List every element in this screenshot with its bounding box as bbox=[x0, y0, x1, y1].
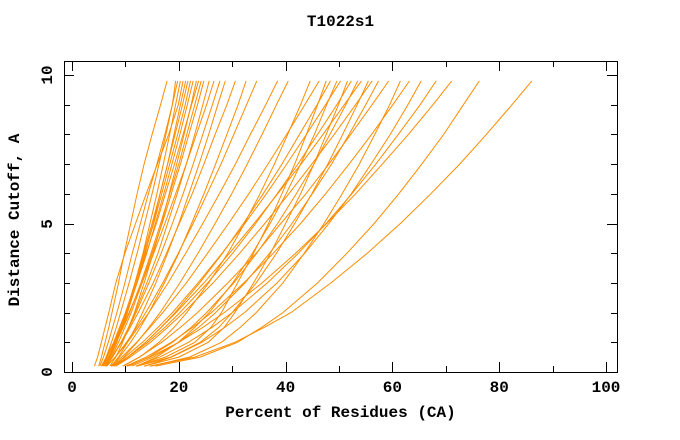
chart-title: T1022s1 bbox=[306, 13, 375, 31]
model-curve bbox=[126, 80, 453, 367]
model-curve bbox=[115, 80, 373, 367]
model-curve bbox=[112, 80, 352, 367]
model-curve bbox=[122, 80, 390, 367]
x-tick-label: 40 bbox=[275, 379, 296, 397]
model-curve bbox=[99, 80, 177, 367]
y-tick-label: 0 bbox=[39, 367, 57, 377]
x-tick-label: 60 bbox=[382, 379, 402, 397]
model-curve bbox=[136, 80, 369, 367]
x-tick-label: 100 bbox=[591, 379, 621, 397]
model-curve bbox=[105, 80, 181, 367]
model-curve bbox=[135, 80, 437, 367]
model-curve bbox=[93, 80, 184, 367]
model-curve bbox=[150, 80, 401, 367]
model-curve bbox=[155, 80, 480, 367]
model-curve bbox=[115, 80, 362, 367]
model-curve bbox=[104, 80, 236, 367]
x-tick-label: 80 bbox=[489, 379, 509, 397]
model-curve bbox=[125, 80, 410, 367]
model-curve bbox=[104, 80, 187, 367]
model-curve bbox=[111, 80, 342, 367]
y-tick-label: 5 bbox=[39, 218, 57, 229]
model-curve bbox=[106, 80, 279, 367]
model-curve bbox=[102, 80, 200, 367]
model-curve bbox=[106, 80, 258, 367]
plot-box bbox=[64, 61, 618, 373]
x-axis-title: Percent of Residues (CA) bbox=[225, 404, 456, 422]
model-curve bbox=[136, 80, 338, 367]
model-curve bbox=[101, 80, 179, 367]
model-curve bbox=[123, 80, 311, 367]
y-tick-label: 10 bbox=[39, 65, 57, 85]
model-curve bbox=[98, 80, 168, 367]
model-curve bbox=[105, 80, 221, 367]
model-curve bbox=[143, 80, 348, 367]
model-curve bbox=[100, 80, 215, 367]
x-tick-label: 20 bbox=[169, 379, 189, 397]
model-curve bbox=[101, 80, 202, 367]
model-curve bbox=[149, 80, 533, 367]
model-curve bbox=[105, 80, 205, 367]
model-curve bbox=[110, 80, 320, 367]
x-tick-label: 0 bbox=[67, 379, 77, 397]
model-curve bbox=[144, 80, 422, 367]
